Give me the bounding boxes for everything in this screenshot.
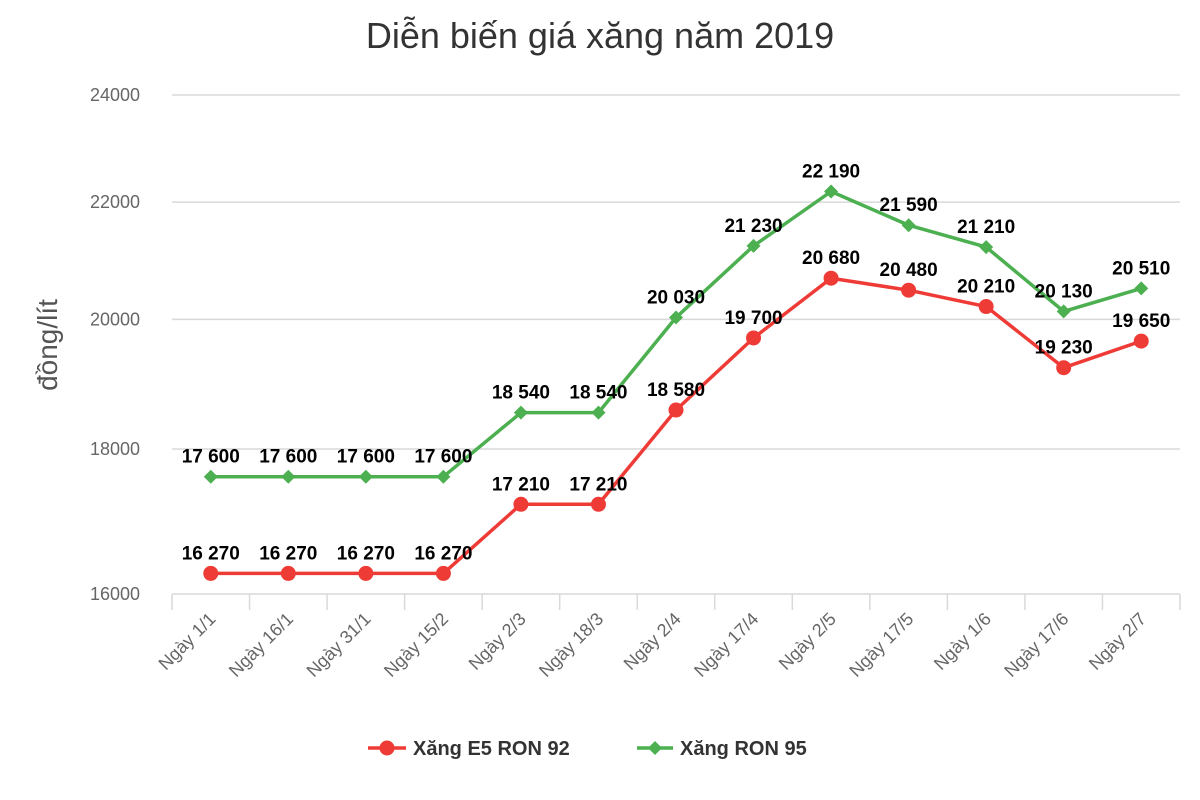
x-tick-label: Ngày 31/1: [303, 609, 375, 681]
data-point: [668, 402, 684, 418]
data-point: [513, 496, 529, 512]
data-label: 19 650: [1112, 311, 1170, 332]
data-label: 20 680: [802, 248, 860, 269]
y-tick-label: 18000: [90, 439, 140, 459]
data-point: [358, 565, 374, 581]
data-point: [669, 310, 683, 325]
x-tick-label: Ngày 18/3: [535, 609, 607, 681]
data-point: [436, 469, 451, 484]
data-point: [746, 238, 761, 253]
data-point: [979, 240, 994, 255]
data-label: 17 600: [414, 447, 472, 468]
x-tick-label: Ngày 2/5: [775, 609, 840, 674]
data-label: 20 210: [957, 277, 1015, 298]
data-point: [513, 405, 528, 420]
y-tick-label: 24000: [90, 85, 140, 105]
data-point: [280, 565, 296, 581]
legend-marker: [648, 741, 662, 755]
data-label: 21 590: [880, 195, 938, 216]
data-label: 21 230: [724, 216, 782, 237]
data-label: 20 480: [880, 260, 938, 281]
x-tick-label: Ngày 17/4: [690, 609, 762, 681]
grid-lines: [172, 94, 1180, 450]
data-label: 22 190: [802, 162, 860, 183]
x-tick-label: Ngày 2/4: [620, 609, 685, 674]
x-tick-label: Ngày 17/6: [1000, 609, 1072, 681]
chart-title: Diễn biến giá xăng năm 2019: [366, 15, 834, 56]
legend-label: Xăng E5 RON 92: [413, 738, 570, 760]
x-tick-label: Ngày 2/3: [465, 609, 530, 674]
x-tick-label: Ngày 2/7: [1085, 609, 1150, 674]
data-point: [590, 496, 606, 512]
data-label: 17 210: [569, 474, 627, 495]
data-point: [1134, 281, 1149, 296]
data-label: 19 230: [1035, 338, 1093, 359]
data-point: [435, 565, 451, 581]
x-tick-label: Ngày 1/6: [930, 609, 995, 674]
data-labels: 16 270 16 270 16 270 16 270 17 210 17 210 18 5…: [182, 162, 1171, 565]
y-tick-label: 16000: [90, 584, 140, 604]
data-label: 16 270: [259, 543, 317, 564]
data-label: 16 270: [414, 543, 472, 564]
data-point: [203, 469, 218, 484]
data-label: 18 580: [647, 380, 705, 401]
data-label: 17 600: [182, 447, 240, 468]
data-label: 17 600: [259, 447, 317, 468]
x-tick-label: Ngày 17/5: [845, 609, 917, 681]
data-label: 18 540: [492, 383, 550, 404]
data-label: 20 130: [1035, 281, 1093, 302]
data-label: 20 510: [1112, 258, 1170, 279]
legend-label: Xăng RON 95: [680, 738, 807, 760]
data-point: [1056, 304, 1071, 319]
data-point: [281, 469, 296, 484]
data-label: 19 700: [724, 308, 782, 329]
data-point: [978, 299, 994, 315]
y-axis-ticks: 16000 18000 20000 22000 24000: [90, 85, 140, 604]
data-point: [1133, 333, 1149, 349]
series-group: [203, 184, 1149, 581]
data-point: [358, 469, 373, 484]
y-tick-label: 20000: [90, 309, 140, 329]
y-tick-label: 22000: [90, 192, 140, 212]
data-point: [901, 218, 916, 233]
data-label: 21 210: [957, 217, 1015, 238]
legend: Xăng E5 RON 92 Xăng RON 95: [368, 738, 807, 760]
data-label: 17 600: [337, 447, 395, 468]
x-tick-label: Ngày 1/1: [155, 609, 220, 674]
x-axis: [171, 593, 1181, 610]
data-point: [1056, 360, 1072, 376]
data-point: [823, 270, 839, 286]
data-point: [203, 565, 219, 581]
data-point: [901, 282, 917, 298]
x-tick-label: Ngày 15/2: [380, 609, 452, 681]
data-label: 16 270: [337, 543, 395, 564]
data-point: [824, 184, 839, 199]
data-label: 16 270: [182, 543, 240, 564]
y-axis-label: đồng/lít: [32, 299, 63, 391]
data-point: [746, 330, 762, 346]
x-tick-label: Ngày 16/1: [225, 609, 297, 681]
data-label: 18 540: [569, 383, 627, 404]
x-axis-ticks: Ngày 1/1 Ngày 16/1 Ngày 31/1 Ngày 15/2 Ngày …: [155, 609, 1151, 681]
data-point: [591, 405, 606, 420]
legend-marker: [379, 740, 395, 756]
data-label: 20 030: [647, 288, 705, 309]
data-label: 17 210: [492, 474, 550, 495]
